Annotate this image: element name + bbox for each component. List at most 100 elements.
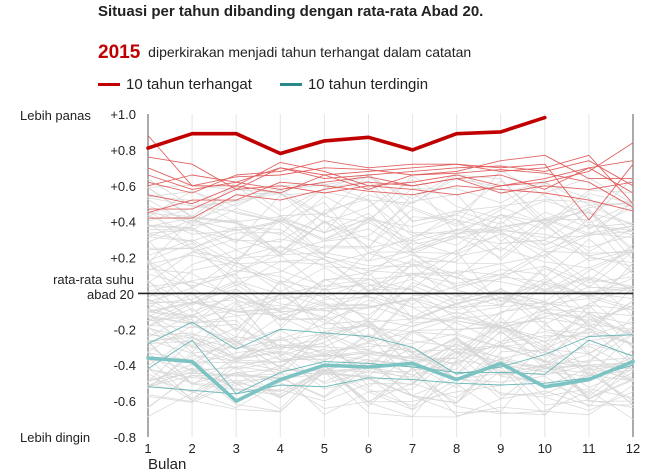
legend: 10 tahun terhangat 10 tahun terdingin	[98, 76, 456, 93]
x-tick-label: 11	[582, 441, 596, 456]
other-year-line	[147, 244, 634, 291]
coldest-year-line	[146, 356, 635, 403]
other-year-line	[147, 358, 634, 413]
label-baseline-line2: abad 20	[87, 287, 134, 302]
y-tick-label: -0.6	[114, 394, 136, 409]
other-year-line	[147, 344, 634, 389]
other-year-line	[147, 280, 634, 332]
x-tick-label: 3	[233, 441, 240, 456]
other-year-line	[147, 246, 634, 293]
x-tick-label: 2	[188, 441, 195, 456]
other-year-line	[147, 277, 634, 320]
other-year-line	[147, 293, 634, 346]
other-year-line	[147, 327, 634, 382]
highlight-lines	[146, 115, 635, 403]
warm-year-line	[147, 178, 634, 219]
y-tick-label: +1.0	[110, 107, 136, 122]
other-year-line	[147, 187, 634, 244]
other-year-line	[147, 327, 634, 382]
y-tick-label: +0.6	[110, 179, 136, 194]
label-baseline-line1: rata-rata suhu	[53, 272, 134, 287]
x-tick-label: 6	[365, 441, 372, 456]
y-tick-label: -0.8	[114, 430, 136, 445]
y-tick-labels: +1.0 +0.8 +0.6 +0.4 +0.2 -0.2 -0.4 -0.6 -0.8	[110, 107, 136, 445]
label-colder: Lebih dingin	[20, 430, 90, 445]
warm-year-line	[147, 142, 634, 210]
other-year-line	[147, 186, 634, 236]
other-year-line	[147, 340, 634, 383]
warm-year-line	[147, 154, 634, 190]
other-year-line	[147, 369, 634, 418]
other-year-line	[147, 301, 634, 348]
other-year-line	[147, 268, 634, 321]
other-year-line	[147, 362, 634, 409]
other-year-line	[147, 312, 634, 367]
chart-subtitle: 2015 diperkirakan menjadi tahun terhanga…	[98, 42, 471, 64]
subtitle-text: diperkirakan menjadi tahun terhangat dal…	[148, 44, 472, 60]
y-tick-label: +0.2	[110, 251, 136, 266]
chart-title: Situasi per tahun dibanding dengan rata-…	[98, 3, 484, 20]
other-year-line	[147, 324, 634, 369]
other-year-line	[147, 261, 634, 319]
warm-year-line	[147, 181, 634, 214]
subtitle-year: 2015	[98, 42, 141, 63]
other-year-line	[147, 334, 634, 386]
other-year-line	[147, 263, 634, 313]
other-year-line	[147, 359, 634, 416]
hottest-year-line	[146, 115, 547, 156]
other-year-line	[147, 344, 634, 403]
other-year-line	[147, 306, 634, 360]
other-year-line	[147, 223, 634, 280]
legend-label-warm: 10 tahun terhangat	[126, 76, 252, 93]
other-year-line	[147, 206, 634, 258]
other-year-line	[147, 208, 634, 255]
cold-year-line	[147, 321, 634, 375]
y-tick-label: -0.2	[114, 322, 136, 337]
other-year-line	[147, 280, 634, 338]
other-year-line	[147, 218, 634, 262]
other-year-line	[147, 242, 634, 291]
x-tick-labels: 1 2 3 4 5 6 7 8 9 10 11 12	[144, 441, 640, 456]
legend-item-warm: 10 tahun terhangat	[98, 76, 252, 93]
x-tick-label: 8	[453, 441, 460, 456]
other-year-line	[147, 345, 634, 400]
x-tick-label: 4	[277, 441, 284, 456]
other-year-line	[147, 308, 634, 359]
y-tick-label: -0.4	[114, 358, 136, 373]
x-tick-label: 10	[538, 441, 552, 456]
other-year-line	[147, 361, 634, 418]
other-year-line	[147, 262, 634, 312]
other-year-line	[147, 260, 634, 299]
x-tick-label: 5	[321, 441, 328, 456]
other-year-line	[147, 179, 634, 236]
other-year-line	[147, 279, 634, 325]
other-years-lines	[147, 169, 634, 420]
other-year-line	[147, 230, 634, 277]
other-year-line	[147, 286, 634, 343]
other-year-line	[147, 351, 634, 401]
label-warmer: Lebih panas	[20, 108, 91, 123]
x-axis-label: Bulan	[148, 456, 186, 472]
other-year-line	[147, 214, 634, 262]
other-year-line	[147, 220, 634, 272]
other-year-line	[147, 332, 634, 383]
legend-swatch-warm	[98, 83, 120, 86]
other-year-line	[147, 299, 634, 356]
other-year-line	[147, 216, 634, 262]
x-tick-label: 1	[144, 441, 151, 456]
x-tick-label: 9	[497, 441, 504, 456]
other-year-line	[147, 208, 634, 246]
legend-swatch-cold	[279, 83, 302, 86]
warm-year-line	[147, 167, 634, 194]
y-tick-label: +0.8	[110, 143, 136, 158]
other-year-line	[147, 261, 634, 315]
other-year-line	[147, 338, 634, 387]
other-year-line	[147, 177, 634, 225]
other-year-line	[147, 239, 634, 293]
other-year-line	[147, 211, 634, 264]
other-year-line	[147, 174, 634, 225]
legend-item-cold: 10 tahun terdingin	[279, 76, 428, 93]
y-tick-label: +0.4	[110, 215, 136, 230]
other-year-line	[147, 297, 634, 353]
